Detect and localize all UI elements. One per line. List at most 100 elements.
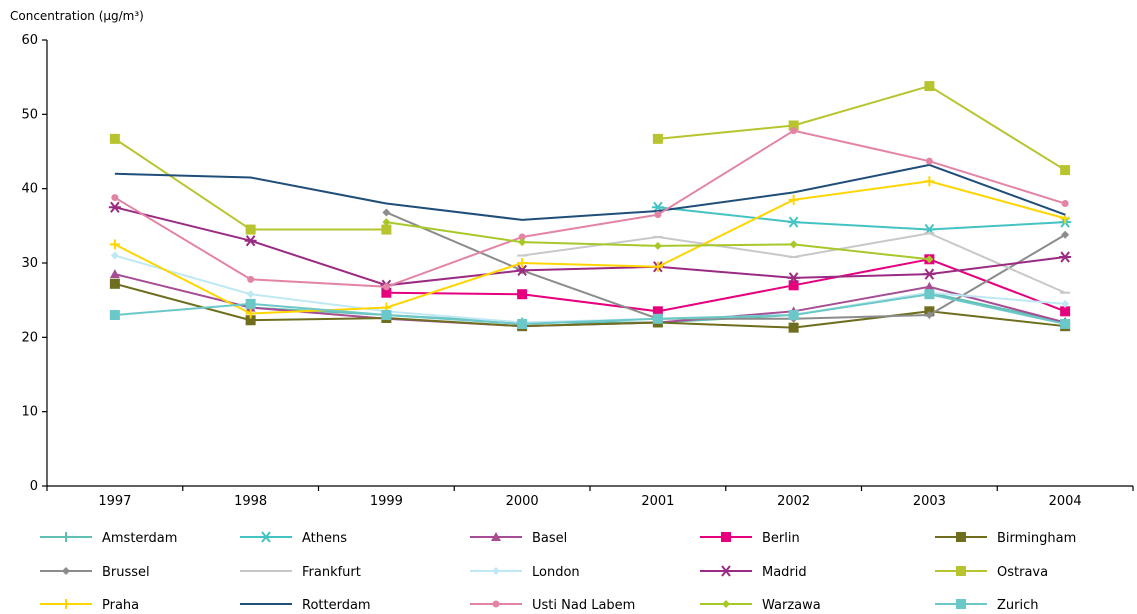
data-point-london xyxy=(110,251,119,260)
data-point-birmingham xyxy=(788,322,799,333)
x-tick-label: 2002 xyxy=(777,494,810,509)
data-point-berlin xyxy=(517,289,528,300)
y-tick-label: 20 xyxy=(21,330,38,345)
legend-label-brussel: Brussel xyxy=(102,565,150,580)
y-tick-label: 10 xyxy=(21,405,38,420)
series-line-basel xyxy=(114,273,1066,328)
legend-label-berlin: Berlin xyxy=(762,531,800,546)
legend-marker-brussel xyxy=(62,567,70,575)
legend-item-ostrava: Ostrava xyxy=(935,565,1048,580)
data-point-berlin xyxy=(1060,306,1071,317)
legend-item-athens: Athens xyxy=(240,531,347,546)
legend: Amsterdam Athens Basel Berlin Birmingham Brus… xyxy=(40,531,1076,613)
legend-label-usti-nad-labem: Usti Nad Labem xyxy=(532,598,635,613)
legend-marker-amsterdam xyxy=(61,532,71,542)
data-point-basel xyxy=(109,269,120,279)
series-ostrava xyxy=(109,81,1071,235)
data-point-brussel xyxy=(382,208,391,217)
legend-label-madrid: Madrid xyxy=(762,565,807,580)
legend-item-brussel: Brussel xyxy=(40,565,150,580)
legend-marker-warzawa xyxy=(722,600,730,608)
data-point-zurich xyxy=(381,310,392,321)
series-praha xyxy=(109,176,1071,319)
data-point-usti-nad-labem xyxy=(518,233,526,241)
series-line-rotterdam xyxy=(114,163,1066,221)
legend-item-berlin: Berlin xyxy=(700,531,800,546)
series-usti-nad-labem xyxy=(111,127,1069,291)
legend-label-amsterdam: Amsterdam xyxy=(102,531,177,546)
data-point-warzawa xyxy=(653,241,662,250)
series-line-warzawa xyxy=(386,221,930,261)
legend-marker-athens xyxy=(260,531,272,543)
data-point-athens xyxy=(787,216,800,228)
data-point-usti-nad-labem xyxy=(925,157,933,165)
series-line-berlin xyxy=(386,258,1066,313)
legend-label-athens: Athens xyxy=(302,531,347,546)
legend-label-zurich: Zurich xyxy=(997,598,1039,613)
x-tick-label: 2001 xyxy=(641,494,674,509)
legend-item-birmingham: Birmingham xyxy=(935,531,1076,546)
data-point-usti-nad-labem xyxy=(247,275,255,283)
data-point-praha xyxy=(245,308,256,319)
series-warzawa xyxy=(382,218,934,264)
data-point-zurich xyxy=(924,289,935,300)
data-point-madrid xyxy=(787,272,800,284)
series-line-usti-nad-labem xyxy=(114,129,1066,288)
data-point-madrid xyxy=(516,264,529,277)
series-line-zurich xyxy=(114,293,1066,325)
data-point-zurich xyxy=(1060,318,1071,329)
legend-marker-praha xyxy=(61,599,71,609)
data-point-praha xyxy=(1060,213,1071,224)
data-point-zurich xyxy=(245,298,256,309)
x-tick-label: 2000 xyxy=(506,494,539,509)
legend-label-ostrava: Ostrava xyxy=(997,565,1048,580)
legend-item-warzawa: Warzawa xyxy=(700,598,821,613)
series-brussel xyxy=(382,208,1070,323)
series-lines xyxy=(108,81,1072,333)
data-point-praha xyxy=(517,258,528,268)
data-point-berlin xyxy=(381,287,392,298)
data-point-usti-nad-labem xyxy=(382,283,390,291)
series-rotterdam xyxy=(114,163,1066,221)
series-frankfurt xyxy=(517,232,1071,294)
legend-item-madrid: Madrid xyxy=(700,565,807,580)
y-tick-label: 60 xyxy=(21,33,38,48)
data-point-ostrava xyxy=(788,120,799,131)
data-point-ostrava xyxy=(924,81,935,92)
series-zurich xyxy=(109,289,1071,329)
y-tick-label: 50 xyxy=(21,107,38,122)
data-point-praha xyxy=(924,176,935,187)
legend-item-frankfurt: Frankfurt xyxy=(240,565,361,580)
x-tick-label: 1999 xyxy=(370,494,403,509)
series-line-ostrava xyxy=(114,138,387,231)
data-point-birmingham xyxy=(109,278,120,289)
legend-item-zurich: Zurich xyxy=(935,598,1039,613)
series-line-brussel xyxy=(385,211,1066,320)
legend-marker-birmingham xyxy=(956,532,966,542)
legend-marker-zurich xyxy=(956,599,966,609)
legend-item-basel: Basel xyxy=(470,531,567,546)
data-point-basel xyxy=(924,281,935,291)
data-point-usti-nad-labem xyxy=(654,211,662,219)
data-point-ostrava xyxy=(245,224,256,235)
legend-label-frankfurt: Frankfurt xyxy=(302,565,361,580)
data-point-brussel xyxy=(925,311,934,320)
axes: 0 10 20 30 40 50 60 1997 1998 1999 2000 2001 2002 200… xyxy=(21,33,1134,509)
data-point-warzawa xyxy=(382,218,391,227)
data-point-warzawa xyxy=(518,238,527,247)
series-line-praha xyxy=(114,180,1066,315)
data-point-madrid xyxy=(244,235,257,247)
data-point-usti-nad-labem xyxy=(1061,200,1069,208)
legend-item-usti-nad-labem: Usti Nad Labem xyxy=(470,598,635,613)
data-point-zurich xyxy=(517,318,528,329)
data-point-madrid xyxy=(108,201,121,213)
legend-marker-madrid xyxy=(720,565,732,577)
data-point-praha xyxy=(109,239,120,250)
legend-item-rotterdam: Rotterdam xyxy=(240,598,371,613)
legend-marker-berlin xyxy=(721,532,731,542)
legend-item-amsterdam: Amsterdam xyxy=(40,531,177,546)
data-point-praha xyxy=(788,194,799,205)
legend-marker-usti-nad-labem xyxy=(492,600,500,608)
legend-label-rotterdam: Rotterdam xyxy=(302,598,371,613)
